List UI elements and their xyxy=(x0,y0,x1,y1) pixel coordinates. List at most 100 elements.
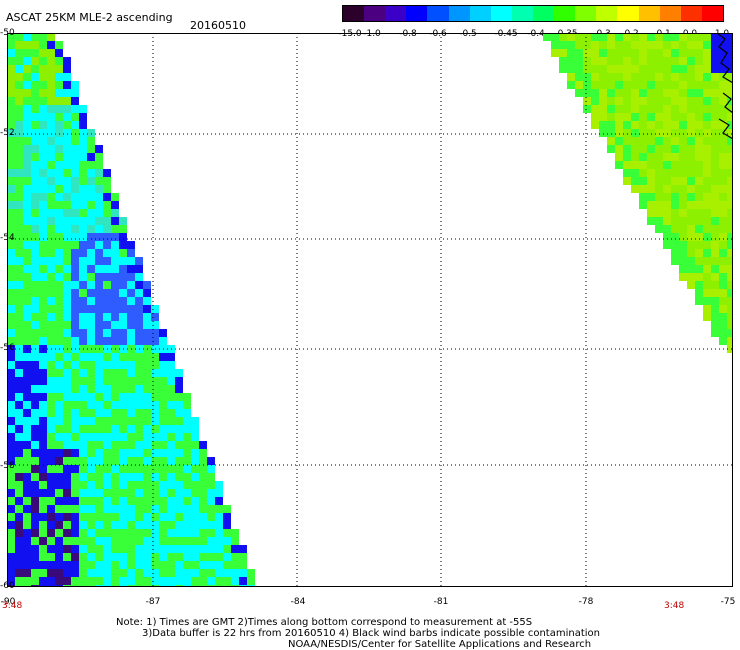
swath-cell xyxy=(719,49,727,57)
swath-cell xyxy=(135,561,143,569)
swath-cell xyxy=(727,249,733,257)
swath-cell xyxy=(55,145,63,153)
swath-cell xyxy=(119,273,127,281)
swath-cell xyxy=(687,97,695,105)
swath-cell xyxy=(23,105,31,113)
swath-cell xyxy=(583,81,591,89)
swath-cell xyxy=(55,121,63,129)
swath-cell xyxy=(631,81,639,89)
swath-cell xyxy=(647,169,655,177)
swath-cell xyxy=(87,161,95,169)
swath-cell xyxy=(7,145,15,153)
swath-cell xyxy=(95,505,103,513)
swath-cell xyxy=(55,81,63,89)
swath-cell xyxy=(695,121,703,129)
swath-cell xyxy=(39,313,47,321)
swath-cell xyxy=(103,441,111,449)
swath-cell xyxy=(199,521,207,529)
swath-cell xyxy=(711,281,719,289)
swath-cell xyxy=(159,569,167,577)
swath-cell xyxy=(71,121,79,129)
swath-cell xyxy=(687,41,695,49)
swath-cell xyxy=(671,49,679,57)
swath-cell xyxy=(63,145,71,153)
swath-cell xyxy=(95,369,103,377)
swath-cell xyxy=(655,97,663,105)
swath-cell xyxy=(31,377,39,385)
swath-cell xyxy=(671,257,679,265)
swath-cell xyxy=(55,577,63,585)
swath-cell xyxy=(623,89,631,97)
swath-cell xyxy=(111,481,119,489)
swath-cell xyxy=(135,385,143,393)
swath-cell xyxy=(167,385,175,393)
swath-cell xyxy=(119,465,127,473)
swath-cell xyxy=(575,33,583,41)
swath-cell xyxy=(719,153,727,161)
swath-cell xyxy=(15,353,23,361)
swath-cell xyxy=(151,473,159,481)
swath-cell xyxy=(31,81,39,89)
swath-cell xyxy=(623,113,631,121)
swath-cell xyxy=(47,393,55,401)
swath-cell xyxy=(687,145,695,153)
swath-cell xyxy=(695,265,703,273)
swath-cell xyxy=(55,49,63,57)
swath-cell xyxy=(183,409,191,417)
swath-cell xyxy=(47,417,55,425)
swath-cell xyxy=(711,97,719,105)
swath-cell xyxy=(79,273,87,281)
swath-cell xyxy=(15,577,23,585)
swath-cell xyxy=(215,561,223,569)
swath-cell xyxy=(7,89,15,97)
swath-cell xyxy=(47,521,55,529)
swath-cell xyxy=(23,497,31,505)
swath-cell xyxy=(87,537,95,545)
swath-cell xyxy=(663,201,671,209)
swath-cell xyxy=(39,185,47,193)
swath-cell xyxy=(95,297,103,305)
swath-cell xyxy=(87,553,95,561)
swath-cell xyxy=(63,329,71,337)
swath-cell xyxy=(39,129,47,137)
swath-cell xyxy=(567,81,575,89)
swath-cell xyxy=(79,529,87,537)
swath-cell xyxy=(199,505,207,513)
swath-cell xyxy=(47,161,55,169)
swath-cell xyxy=(175,385,183,393)
swath-cell xyxy=(183,529,191,537)
swath-cell xyxy=(119,521,127,529)
swath-cell xyxy=(175,481,183,489)
swath-cell xyxy=(199,569,207,577)
swath-cell xyxy=(639,33,647,41)
swath-cell xyxy=(15,49,23,57)
swath-cell xyxy=(111,249,119,257)
swath-cell xyxy=(719,337,727,345)
swath-cell xyxy=(711,49,719,57)
swath-cell xyxy=(31,193,39,201)
swath-cell xyxy=(119,225,127,233)
swath-cell xyxy=(199,489,207,497)
swath-cell xyxy=(31,449,39,457)
swath-cell xyxy=(87,225,95,233)
swath-cell xyxy=(687,281,695,289)
swath-cell xyxy=(71,169,79,177)
swath-cell xyxy=(87,353,95,361)
swath-cell xyxy=(71,337,79,345)
swath-cell xyxy=(575,73,583,81)
swath-cell xyxy=(71,521,79,529)
swath-cell xyxy=(111,393,119,401)
swath-cell xyxy=(151,321,159,329)
swath-cell xyxy=(7,489,15,497)
swath-cell xyxy=(87,273,95,281)
swath-cell xyxy=(111,361,119,369)
swath-cell xyxy=(111,497,119,505)
swath-cell xyxy=(71,401,79,409)
swath-cell xyxy=(7,65,15,73)
swath-cell xyxy=(23,97,31,105)
swath-cell xyxy=(719,289,727,297)
swath-cell xyxy=(79,417,87,425)
swath-cell xyxy=(39,481,47,489)
lon-label-90: -90 xyxy=(0,597,16,607)
swath-cell xyxy=(159,513,167,521)
